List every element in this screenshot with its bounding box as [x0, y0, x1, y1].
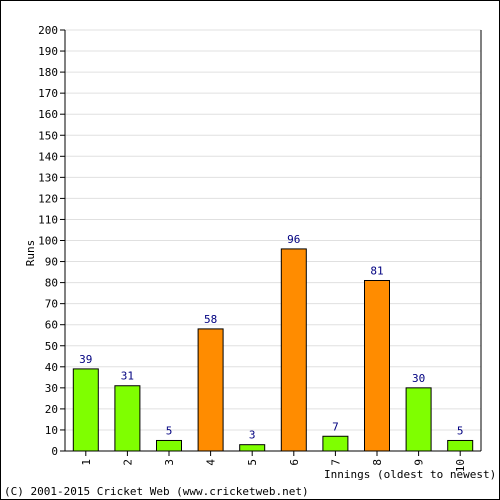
data-label: 5 — [457, 424, 464, 437]
y-tick-label: 10 — [45, 424, 58, 437]
data-label: 3 — [249, 429, 256, 442]
y-tick-label: 180 — [38, 66, 58, 79]
y-tick-label: 140 — [38, 150, 58, 163]
y-tick-label: 150 — [38, 129, 58, 142]
x-tick-label: 1 — [80, 459, 93, 466]
y-tick-label: 90 — [45, 256, 58, 269]
bar — [72, 368, 99, 452]
x-axis-ticks: 1 2 3 4 5 6 7 8 9 10 — [80, 451, 467, 472]
data-label: 31 — [121, 370, 134, 383]
bar — [322, 435, 349, 452]
data-label: 7 — [332, 420, 339, 433]
bar — [447, 439, 474, 452]
y-tick-label: 30 — [45, 382, 58, 395]
x-tick-label: 5 — [246, 459, 259, 466]
y-tick-label: 60 — [45, 319, 58, 332]
y-axis-ticks: 0 10 20 30 40 50 60 70 80 90 100 110 120 130 140 150 160… — [38, 24, 65, 458]
x-tick-label: 7 — [329, 459, 342, 466]
y-tick-label: 100 — [38, 235, 58, 248]
data-labels: 39 31 5 58 3 96 7 81 30 5 — [79, 233, 463, 442]
y-tick-label: 70 — [45, 298, 58, 311]
bar — [405, 387, 432, 452]
y-tick-label: 200 — [38, 24, 58, 37]
y-tick-label: 190 — [38, 45, 58, 58]
y-axis-label: Runs — [24, 240, 37, 267]
y-tick-label: 130 — [38, 171, 58, 184]
bar — [197, 328, 224, 452]
data-label: 81 — [370, 264, 383, 277]
y-tick-label: 120 — [38, 192, 58, 205]
data-label: 96 — [287, 233, 300, 246]
x-tick-label: 8 — [371, 459, 384, 466]
data-label: 30 — [412, 372, 425, 385]
bar — [280, 248, 307, 452]
bar — [156, 439, 182, 452]
y-tick-label: 50 — [45, 340, 58, 353]
y-tick-label: 20 — [45, 403, 58, 416]
data-label: 39 — [79, 353, 92, 366]
x-tick-label: 10 — [454, 459, 467, 472]
x-tick-label: 4 — [205, 459, 218, 466]
y-tick-label: 110 — [38, 213, 58, 226]
y-tick-label: 0 — [51, 445, 58, 458]
y-tick-label: 170 — [38, 87, 58, 100]
bar — [114, 385, 141, 452]
x-tick-label: 9 — [413, 459, 426, 466]
y-tick-label: 40 — [45, 361, 58, 374]
copyright-footer: (C) 2001-2015 Cricket Web (www.cricketwe… — [4, 485, 309, 498]
y-tick-label: 160 — [38, 108, 58, 121]
x-tick-label: 6 — [288, 459, 301, 466]
bars — [72, 248, 474, 452]
bar — [364, 279, 390, 452]
data-label: 58 — [204, 313, 217, 326]
x-tick-label: 2 — [121, 459, 134, 466]
data-label: 5 — [166, 424, 173, 437]
x-axis-label: Innings (oldest to newest) — [324, 468, 496, 481]
bar — [239, 444, 266, 452]
y-tick-label: 80 — [45, 277, 58, 290]
x-tick-label: 3 — [163, 459, 176, 466]
